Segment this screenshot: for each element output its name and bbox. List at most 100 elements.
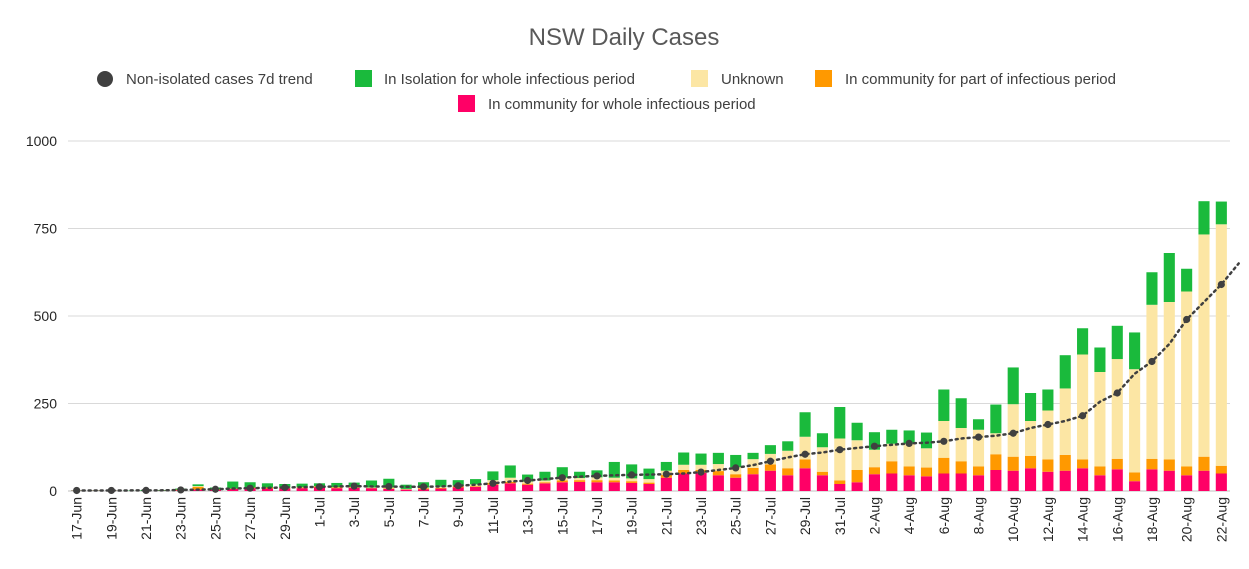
bar-segment-s1-20-Aug[interactable] (1181, 466, 1193, 476)
bar-segment-s2-18-Aug[interactable] (1146, 304, 1158, 459)
bar-segment-s1-10-Jul[interactable] (470, 486, 482, 487)
bar-segment-s3-19-Aug[interactable] (1163, 253, 1175, 302)
bar-segment-s0-17-Aug[interactable] (1129, 481, 1141, 491)
bar-stack-30-Jun[interactable] (296, 483, 308, 491)
bar-segment-s3-30-Jul[interactable] (816, 433, 828, 448)
bar-stack-18-Aug[interactable] (1146, 272, 1158, 491)
bar-segment-s1-24-Jun[interactable] (192, 486, 204, 490)
bar-segment-s1-16-Jul[interactable] (574, 480, 586, 482)
bar-segment-s1-28-Jul[interactable] (782, 468, 794, 476)
bar-segment-s1-18-Aug[interactable] (1146, 458, 1158, 470)
bar-segment-s1-13-Aug[interactable] (1059, 454, 1071, 471)
bar-segment-s0-21-Jul[interactable] (660, 477, 672, 491)
bar-segment-s0-11-Aug[interactable] (1025, 468, 1037, 491)
bar-stack-5-Aug[interactable] (920, 432, 933, 491)
bar-segment-s3-15-Jul[interactable] (556, 467, 568, 478)
bar-stack-28-Jul[interactable] (782, 441, 794, 491)
trend-point-16-Aug[interactable] (1113, 389, 1121, 397)
bar-segment-s1-16-Aug[interactable] (1111, 458, 1123, 470)
bar-segment-s0-10-Aug[interactable] (1007, 470, 1019, 491)
trend-point-19-Jul[interactable] (628, 471, 636, 479)
bar-segment-s2-20-Jul[interactable] (643, 479, 655, 483)
bar-segment-s3-7-Aug[interactable] (955, 398, 967, 428)
bar-stack-8-Aug[interactable] (972, 419, 985, 491)
bar-segment-s1-17-Aug[interactable] (1129, 472, 1141, 482)
bar-segment-s1-24-Jul[interactable] (712, 471, 724, 476)
bar-segment-s0-2-Aug[interactable] (868, 474, 881, 491)
bar-segment-s3-4-Aug[interactable] (903, 430, 915, 444)
legend-item-community-whole[interactable]: In community for whole infectious period (458, 95, 756, 113)
bar-segment-s2-12-Aug[interactable] (1042, 410, 1054, 460)
bar-stack-21-Aug[interactable] (1198, 201, 1210, 491)
bar-segment-s2-23-Jul[interactable] (695, 464, 707, 470)
bar-segment-s2-24-Jul[interactable] (712, 464, 724, 472)
bar-segment-s3-2-Aug[interactable] (868, 432, 881, 450)
bar-segment-s1-14-Aug[interactable] (1077, 459, 1089, 469)
bar-segment-s0-8-Jul[interactable] (435, 488, 447, 491)
bar-segment-s0-30-Jun[interactable] (296, 488, 308, 491)
trend-point-21-Jun[interactable] (142, 486, 150, 495)
bar-segment-s1-25-Jul[interactable] (730, 474, 742, 478)
bar-segment-s1-7-Aug[interactable] (955, 461, 967, 474)
bar-segment-s3-13-Aug[interactable] (1059, 355, 1071, 389)
trend-point-2-Aug[interactable] (870, 442, 879, 450)
bar-segment-s3-12-Jul[interactable] (504, 465, 516, 478)
bar-stack-17-Aug[interactable] (1129, 332, 1141, 491)
bar-segment-s0-12-Aug[interactable] (1042, 471, 1054, 491)
bar-segment-s0-28-Jun[interactable] (261, 488, 273, 491)
bar-segment-s0-4-Aug[interactable] (903, 475, 915, 491)
bar-segment-s3-20-Aug[interactable] (1181, 268, 1193, 292)
bar-segment-s1-14-Jul[interactable] (539, 482, 551, 484)
bar-segment-s2-20-Aug[interactable] (1181, 291, 1193, 467)
bar-segment-s3-10-Aug[interactable] (1007, 367, 1019, 405)
bar-segment-s2-14-Jul[interactable] (539, 480, 551, 483)
bar-segment-s2-31-Jul[interactable] (834, 438, 846, 481)
bar-segment-s3-11-Aug[interactable] (1025, 393, 1037, 421)
bar-segment-s3-8-Jul[interactable] (435, 479, 447, 487)
bar-stack-31-Jul[interactable] (834, 407, 846, 491)
bar-segment-s1-13-Jul[interactable] (522, 483, 534, 485)
bar-segment-s2-8-Jul[interactable] (435, 486, 447, 488)
trend-point-15-Jul[interactable] (558, 474, 566, 482)
bar-segment-s3-28-Jul[interactable] (782, 441, 794, 451)
bar-stack-9-Aug[interactable] (990, 404, 1002, 491)
bar-segment-s0-16-Aug[interactable] (1111, 469, 1123, 491)
bar-segment-s2-2-Aug[interactable] (868, 449, 881, 468)
trend-point-23-Jul[interactable] (697, 468, 705, 476)
bar-segment-s1-19-Jul[interactable] (626, 481, 638, 483)
bar-segment-s2-24-Jun[interactable] (192, 486, 204, 487)
bar-stack-22-Jul[interactable] (678, 452, 690, 492)
bar-stack-10-Aug[interactable] (1007, 367, 1019, 491)
trend-point-27-Jul[interactable] (766, 457, 775, 465)
bar-stack-20-Jul[interactable] (643, 468, 655, 491)
bar-segment-s1-18-Jul[interactable] (608, 480, 620, 483)
bar-segment-s0-26-Jun[interactable] (227, 488, 239, 491)
trend-point-17-Jul[interactable] (593, 472, 601, 480)
bar-segment-s1-30-Jul[interactable] (816, 471, 828, 476)
bar-stack-29-Jul[interactable] (799, 412, 811, 491)
bar-segment-s2-8-Aug[interactable] (972, 429, 985, 467)
bar-stack-7-Aug[interactable] (955, 398, 967, 491)
trend-point-12-Aug[interactable] (1044, 420, 1052, 429)
bar-segment-s1-6-Aug[interactable] (938, 457, 950, 474)
trend-point-29-Jul[interactable] (801, 450, 809, 458)
bar-segment-s3-14-Jul[interactable] (539, 471, 551, 481)
bar-segment-s2-17-Aug[interactable] (1129, 369, 1141, 473)
bar-segment-s1-12-Aug[interactable] (1042, 459, 1054, 472)
trend-point-20-Aug[interactable] (1183, 315, 1191, 324)
bar-segment-s1-11-Aug[interactable] (1025, 456, 1037, 469)
bar-segment-s0-3-Aug[interactable] (886, 473, 898, 492)
bar-segment-s0-20-Aug[interactable] (1181, 475, 1193, 491)
trend-point-25-Jun[interactable] (211, 485, 220, 493)
bar-segment-s1-2-Aug[interactable] (868, 467, 881, 475)
bar-segment-s3-3-Aug[interactable] (886, 429, 898, 444)
bar-segment-s3-6-Aug[interactable] (938, 389, 950, 422)
bar-segment-s0-23-Jul[interactable] (695, 472, 707, 491)
trend-point-14-Aug[interactable] (1078, 412, 1087, 420)
bar-segment-s3-18-Aug[interactable] (1146, 272, 1158, 305)
bar-stack-16-Aug[interactable] (1111, 325, 1123, 491)
bar-segment-s0-25-Jul[interactable] (730, 477, 742, 491)
legend-item-trend[interactable]: Non-isolated cases 7d trend (97, 71, 313, 88)
bar-segment-s3-2-Jul[interactable] (331, 482, 343, 488)
bar-segment-s3-5-Aug[interactable] (920, 432, 933, 449)
